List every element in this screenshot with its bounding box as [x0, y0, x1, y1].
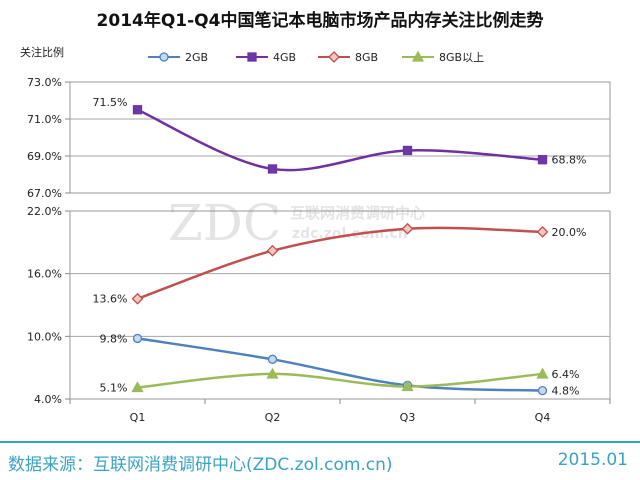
watermark-brand: ZDC	[168, 194, 281, 252]
x-tick-label: Q4	[535, 411, 551, 424]
data-point	[266, 244, 279, 257]
data-point	[536, 367, 549, 379]
y-tick-label: 4.0%	[34, 393, 62, 406]
series-markers	[131, 105, 549, 396]
data-point	[131, 381, 144, 393]
y-tick-label: 69.0%	[27, 150, 62, 163]
series-line	[136, 108, 543, 172]
line-chart: 2GB 4GB 8GB 8GB以上 73.0% 71.0% 69.0% 67.0% 22.0%…	[27, 50, 611, 424]
legend-label: 4GB	[273, 51, 296, 64]
x-tick-label: Q2	[265, 411, 281, 424]
data-point	[132, 333, 143, 344]
data-label: 71.5%	[93, 96, 128, 109]
watermark-text-cn: 互联网消费调研中心	[290, 204, 425, 222]
data-point	[159, 52, 169, 62]
legend: 2GB 4GB 8GB 8GB以上	[148, 50, 484, 64]
legend-label: 2GB	[185, 51, 208, 64]
data-label: 68.8%	[552, 154, 587, 167]
data-point	[131, 292, 144, 305]
footer-divider	[0, 441, 640, 443]
footer-date: 2015.01	[557, 450, 628, 470]
y-tick-label: 73.0%	[27, 76, 62, 89]
x-tick-label: Q1	[130, 411, 146, 424]
legend-label: 8GB以上	[439, 51, 484, 64]
series-line	[137, 226, 543, 300]
data-label: 5.1%	[100, 382, 128, 395]
y-tick-label: 71.0%	[27, 113, 62, 126]
data-point	[247, 52, 257, 62]
y-tick-label: 67.0%	[27, 187, 62, 200]
data-point	[328, 51, 340, 63]
data-point	[401, 222, 414, 235]
plot-frame-1	[69, 81, 611, 194]
y-tick-label: 16.0%	[27, 268, 62, 281]
data-point	[411, 50, 425, 62]
data-point	[267, 354, 278, 364]
data-point	[266, 367, 279, 379]
data-label: 4.8%	[552, 385, 580, 398]
data-point	[267, 164, 278, 174]
series-lines	[136, 108, 543, 392]
footer-source: 数据来源：互联网消费调研中心(ZDC.zol.com.cn)	[8, 455, 393, 475]
data-labels: 9.8% 4.8% 71.5% 68.8% 13.6% 20.0% 5.1% 6.4%	[93, 96, 587, 398]
legend-label: 8GB	[355, 51, 378, 64]
data-point	[536, 225, 549, 238]
chart-title: 2014年Q1-Q4中国笔记本电脑市场产品内存关注比例走势	[96, 11, 544, 31]
data-point	[401, 380, 414, 392]
data-label: 6.4%	[552, 368, 580, 381]
data-point	[537, 385, 548, 396]
series-line	[137, 372, 543, 389]
x-tick-label: Q3	[400, 411, 416, 424]
series-line	[137, 337, 543, 392]
data-label: 20.0%	[552, 226, 587, 239]
watermark: ZDC 互联网消费调研中心 zdc.zol.com.cn	[168, 194, 425, 252]
data-point	[402, 145, 413, 156]
data-label: 9.8%	[100, 332, 128, 345]
plot-panels: 73.0% 71.0% 69.0% 67.0% 22.0% 16.0% 10.0% 4.0% Q…	[27, 76, 611, 424]
y-tick-label: 22.0%	[27, 205, 62, 218]
data-label: 13.6%	[93, 293, 128, 306]
data-point	[132, 105, 143, 115]
y-tick-label: 10.0%	[27, 330, 62, 343]
y-axis-label: 关注比例	[20, 46, 64, 59]
data-point	[537, 155, 548, 165]
